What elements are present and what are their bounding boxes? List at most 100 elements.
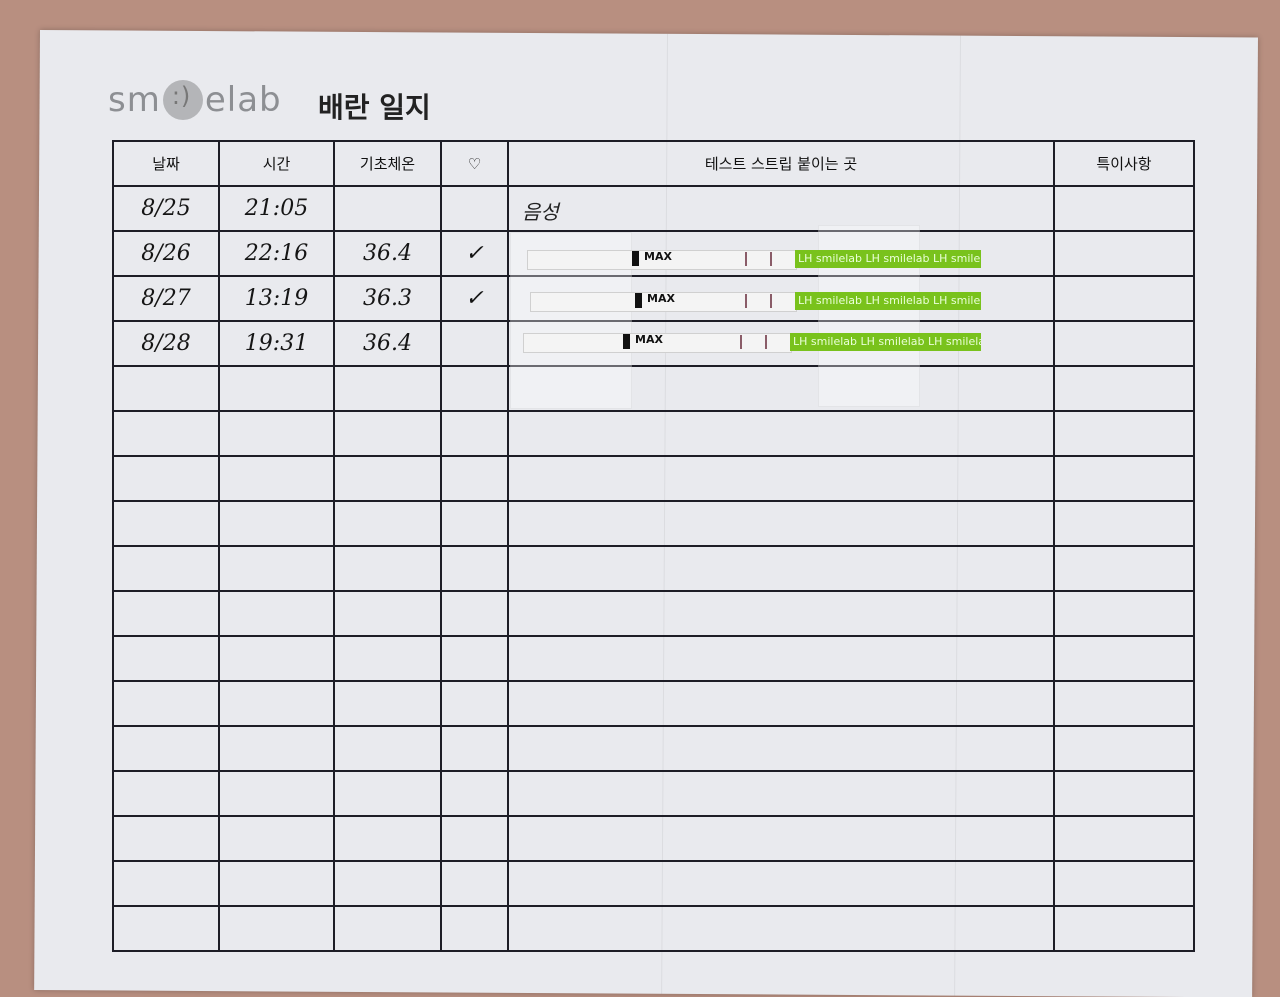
cell-heart <box>440 905 509 952</box>
test-line <box>770 294 772 308</box>
cell-date: 8/26 <box>112 230 220 277</box>
cell-temp <box>333 185 442 232</box>
cell-temp <box>333 815 442 862</box>
cell-notes <box>1053 680 1195 727</box>
table-row <box>112 500 1195 547</box>
cell-date <box>112 905 220 952</box>
cell-temp <box>333 455 442 502</box>
cell-date: 8/27 <box>112 275 220 322</box>
cell-temp <box>333 680 442 727</box>
cell-strip <box>507 635 1055 682</box>
log-table: 날짜 시간 기초체온 ♡ 테스트 스트립 붙이는 곳 특이사항 8/25 21:0… <box>112 140 1195 952</box>
cell-strip <box>507 545 1055 592</box>
col-notes: 특이사항 <box>1053 140 1195 187</box>
cell-date: 8/28 <box>112 320 220 367</box>
cell-heart <box>440 860 509 907</box>
cell-notes <box>1053 455 1195 502</box>
cell-strip <box>507 860 1055 907</box>
cell-heart <box>440 365 509 412</box>
cell-temp <box>333 545 442 592</box>
table-row <box>112 545 1195 592</box>
cell-notes <box>1053 860 1195 907</box>
control-line <box>745 294 747 308</box>
cell-heart <box>440 635 509 682</box>
cell-temp <box>333 590 442 637</box>
cell-date <box>112 410 220 457</box>
strip-max-label: MAX <box>644 250 672 263</box>
table-row: 8/28 19:31 36.4 <box>112 320 1195 367</box>
strip-brand-label: LH smilelab LH smilelab LH smilelab LH <box>795 292 981 310</box>
cell-strip <box>507 680 1055 727</box>
table-row <box>112 590 1195 637</box>
cell-temp <box>333 860 442 907</box>
cell-time <box>218 500 335 547</box>
cell-temp <box>333 770 442 817</box>
col-heart: ♡ <box>440 140 509 187</box>
table-row <box>112 410 1195 457</box>
cell-date <box>112 725 220 772</box>
smiley-icon <box>162 80 203 120</box>
cell-time <box>218 725 335 772</box>
test-line <box>765 335 767 349</box>
cell-strip <box>507 815 1055 862</box>
cell-date <box>112 545 220 592</box>
cell-temp <box>333 635 442 682</box>
cell-strip <box>507 770 1055 817</box>
cell-heart <box>440 185 509 232</box>
cell-strip <box>507 905 1055 952</box>
cell-heart <box>440 815 509 862</box>
table-row <box>112 365 1195 412</box>
table-row: 8/25 21:05 <box>112 185 1195 232</box>
logo-sm: sm <box>108 80 161 120</box>
cell-heart <box>440 770 509 817</box>
cell-time: 13:19 <box>218 275 335 322</box>
cell-temp: 36.3 <box>333 275 442 322</box>
cell-time: 19:31 <box>218 320 335 367</box>
cell-strip <box>507 185 1055 232</box>
cell-time <box>218 410 335 457</box>
cell-time <box>218 905 335 952</box>
cell-date: 8/25 <box>112 185 220 232</box>
cell-date <box>112 500 220 547</box>
table-row <box>112 860 1195 907</box>
table-row <box>112 635 1195 682</box>
cell-heart <box>440 590 509 637</box>
cell-temp <box>333 725 442 772</box>
cell-date <box>112 815 220 862</box>
strip-brand-label: LH smilelab LH smilelab LH smilelab LH <box>795 250 981 268</box>
cell-time <box>218 815 335 862</box>
table-row <box>112 770 1195 817</box>
cell-time <box>218 860 335 907</box>
cell-strip <box>507 725 1055 772</box>
logo-elab: elab <box>204 80 282 120</box>
cell-time <box>218 770 335 817</box>
cell-heart <box>440 410 509 457</box>
cell-time <box>218 590 335 637</box>
cell-notes <box>1053 545 1195 592</box>
cell-date <box>112 860 220 907</box>
cell-strip <box>507 590 1055 637</box>
cell-heart <box>440 545 509 592</box>
cell-notes <box>1053 500 1195 547</box>
cell-heart <box>440 680 509 727</box>
cell-heart <box>440 320 509 367</box>
cell-date <box>112 365 220 412</box>
col-time: 시간 <box>218 140 335 187</box>
page-title: 배란 일지 <box>318 91 431 124</box>
cell-notes <box>1053 410 1195 457</box>
cell-time <box>218 365 335 412</box>
table-row <box>112 815 1195 862</box>
cell-time <box>218 635 335 682</box>
strip-marker <box>635 293 642 308</box>
cell-heart <box>440 500 509 547</box>
cell-heart <box>440 725 509 772</box>
smilelab-logo: sm elab <box>108 80 282 120</box>
table-row <box>112 905 1195 952</box>
cell-notes <box>1053 725 1195 772</box>
col-test-strip: 테스트 스트립 붙이는 곳 <box>507 140 1055 187</box>
cell-date <box>112 455 220 502</box>
cell-temp <box>333 410 442 457</box>
control-line <box>745 252 747 266</box>
test-line <box>770 252 772 266</box>
cell-time <box>218 545 335 592</box>
